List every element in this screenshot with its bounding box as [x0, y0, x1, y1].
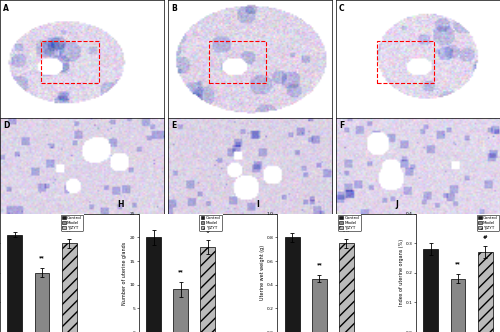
Text: **: **	[316, 262, 322, 267]
Bar	[34, 273, 50, 332]
Text: #: #	[206, 229, 210, 234]
Bar	[146, 237, 161, 332]
Text: J: J	[395, 200, 398, 209]
Text: A: A	[4, 4, 9, 13]
Bar	[200, 247, 215, 332]
Legend: Control, Model, YJZYT: Control, Model, YJZYT	[338, 215, 360, 231]
Legend: Control, Model, YJZYT: Control, Model, YJZYT	[61, 215, 83, 231]
Bar	[8, 234, 22, 332]
Bar	[424, 249, 438, 332]
Text: #: #	[483, 235, 488, 240]
Bar	[41, 42, 98, 83]
Y-axis label: Index of uterine organs (%): Index of uterine organs (%)	[398, 239, 404, 306]
Y-axis label: Uterine wet weight (g): Uterine wet weight (g)	[260, 245, 265, 300]
Bar	[478, 252, 492, 332]
Text: **: **	[455, 261, 461, 266]
Bar	[285, 237, 300, 332]
Bar	[339, 243, 354, 332]
Text: #: #	[67, 218, 71, 223]
Text: H: H	[118, 200, 124, 209]
Bar	[312, 279, 327, 332]
Bar	[209, 42, 266, 83]
Legend: Control, Model, YJZYT: Control, Model, YJZYT	[200, 215, 222, 231]
Text: E: E	[171, 121, 176, 130]
Text: B: B	[171, 4, 177, 13]
Bar	[62, 243, 76, 332]
Text: F: F	[339, 121, 344, 130]
Bar	[450, 279, 466, 332]
Legend: Control, Model, YJZYT: Control, Model, YJZYT	[477, 215, 499, 231]
Bar	[173, 290, 188, 332]
Y-axis label: Number of uterine glands: Number of uterine glands	[122, 241, 128, 304]
Text: ##: ##	[342, 228, 351, 233]
Text: **: **	[39, 255, 45, 260]
Bar	[376, 42, 434, 83]
Text: I: I	[256, 200, 259, 209]
Text: D: D	[4, 121, 10, 130]
Text: **: **	[66, 228, 72, 233]
Text: C: C	[339, 4, 344, 13]
Text: **: **	[178, 269, 184, 274]
